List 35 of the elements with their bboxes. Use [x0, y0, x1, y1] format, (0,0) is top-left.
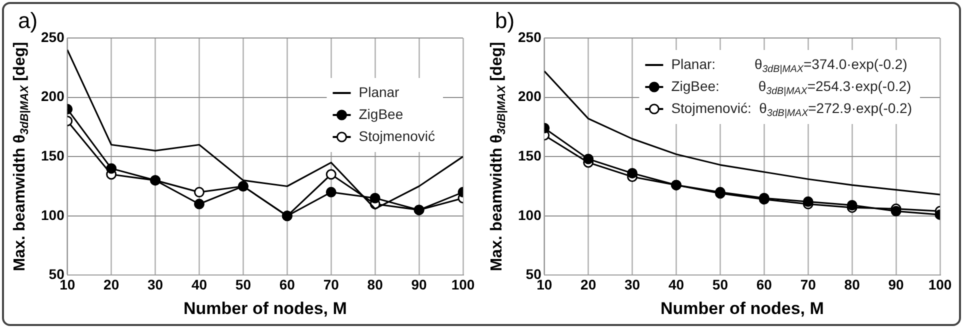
x-tick-label: 90 [888, 276, 904, 292]
x-tick-label: 20 [104, 276, 120, 292]
y-tick-label: 100 [518, 206, 542, 223]
y-tick-label: 250 [41, 28, 65, 45]
x-tick-label: 100 [451, 276, 475, 292]
x-axis-title: Number of nodes, M [183, 298, 347, 318]
legend-label: Stojmenović [358, 128, 436, 144]
chart-title: b) [495, 8, 515, 34]
x-tick-label: 40 [191, 276, 208, 292]
x-tick-label: 90 [411, 276, 428, 292]
x-tick-label: 70 [323, 276, 340, 292]
x-tick-label: 40 [668, 276, 684, 292]
chart-title: a) [18, 8, 38, 34]
x-tick-label: 20 [580, 276, 596, 292]
y-axis-title: Max. beamwidth θ3dB|MAX [deg] [11, 42, 31, 272]
legend-label: Planar [358, 84, 400, 100]
x-tick-label: 30 [624, 276, 640, 292]
y-tick-label: 150 [41, 147, 65, 164]
x-tick-label: 80 [367, 276, 384, 292]
x-tick-label: 60 [279, 276, 296, 292]
y-tick-label: 250 [518, 28, 542, 45]
x-tick-label: 80 [844, 276, 860, 292]
x-tick-label: 50 [712, 276, 728, 292]
y-tick-label: 150 [518, 147, 542, 164]
legend-label: ZigBee [358, 106, 404, 122]
y-axis-title: Max. beamwidth θ3dB|MAX [deg] [488, 42, 508, 272]
y-tick-label: 200 [41, 88, 65, 104]
x-tick-label: 60 [756, 276, 772, 292]
x-tick-label: 50 [235, 276, 252, 292]
x-tick-label: 100 [928, 276, 952, 292]
y-tick-label: 200 [518, 88, 542, 104]
x-tick-label: 30 [147, 276, 164, 292]
x-axis-title: Number of nodes, M [660, 298, 824, 318]
y-tick-label: 100 [41, 206, 65, 223]
x-tick-label: 70 [800, 276, 816, 292]
